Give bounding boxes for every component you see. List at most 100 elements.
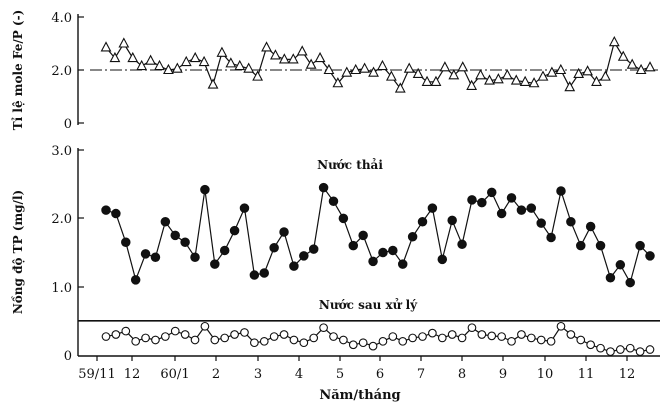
fe-p-point — [296, 45, 308, 56]
treated-water-point — [606, 347, 615, 356]
treated-water-point — [289, 335, 299, 345]
fe-p-point — [412, 67, 424, 79]
wastewater-point — [269, 242, 279, 253]
fe-p-point — [492, 73, 504, 84]
treated-water-point — [250, 338, 259, 348]
wastewater-point — [605, 273, 616, 283]
fe-p-point — [644, 61, 656, 72]
wastewater-point — [130, 275, 141, 285]
wastewater-point — [486, 187, 497, 198]
fe-p-point — [635, 63, 647, 75]
fe-p-point — [109, 51, 121, 63]
treated-water-point — [517, 330, 526, 339]
wastewater-point — [595, 240, 606, 251]
fe-p-point — [528, 77, 540, 88]
fe-p-point — [350, 63, 362, 75]
fe-p-point — [314, 51, 326, 63]
x-tick-label: 11 — [578, 367, 595, 382]
treated-water-point — [279, 330, 289, 339]
fe-p-point — [145, 54, 157, 65]
treated-water-point — [368, 341, 378, 351]
wastewater-point — [348, 240, 359, 251]
annotation-wastewater: Nước thải — [317, 157, 383, 172]
fe-p-point — [573, 67, 585, 79]
x-tick-label: 5 — [336, 367, 344, 382]
wastewater-point — [447, 215, 457, 226]
x-tick-label: 59/11 — [78, 367, 115, 382]
treated-water-point — [635, 347, 645, 356]
fe-p-point — [555, 63, 567, 75]
fe-p-point — [403, 62, 415, 73]
top-y-axis-label: Tỉ lệ mole Fe/P (-) — [11, 10, 25, 131]
fe-p-point — [368, 66, 379, 77]
fe-p-point — [501, 69, 513, 80]
bottom-y-tick-label-0: 0 — [64, 349, 72, 364]
wastewater-point — [427, 203, 438, 213]
wastewater-point — [585, 221, 596, 232]
x-tick-label: 4 — [295, 367, 303, 382]
wastewater-point — [299, 251, 309, 261]
treated-water-point — [477, 330, 487, 339]
treated-water-point — [447, 330, 457, 339]
treated-water-point — [388, 332, 398, 341]
fe-p-point — [599, 70, 611, 81]
x-tick-label: 3 — [254, 367, 262, 382]
wastewater-point — [417, 217, 428, 227]
fe-p-point — [457, 61, 469, 72]
wastewater-point — [140, 249, 151, 259]
fe-p-point — [466, 79, 478, 90]
treated-water-point — [418, 332, 427, 341]
treated-water-point — [299, 338, 309, 348]
x-tick-label: 12 — [124, 367, 141, 382]
treated-water-point — [101, 332, 111, 341]
wastewater-point — [101, 205, 111, 215]
fe-p-point — [234, 59, 246, 71]
fe-p-point — [394, 82, 406, 93]
wastewater-point — [576, 240, 586, 251]
fe-p-point — [430, 75, 442, 86]
wastewater-point — [566, 217, 576, 227]
wastewater-point — [121, 237, 131, 248]
treated-water-point — [111, 330, 121, 339]
treated-water-point — [576, 335, 586, 345]
wastewater-point — [111, 208, 121, 219]
fe-p-point — [180, 55, 192, 67]
fe-p-point — [243, 62, 255, 73]
treated-water-point — [121, 326, 131, 336]
treated-water-point — [428, 328, 437, 338]
top-y-tick-label-0: 0 — [64, 117, 72, 132]
fe-p-point — [118, 37, 130, 48]
wastewater-point — [407, 232, 418, 242]
wastewater-point — [477, 197, 487, 208]
x-tick-label: 10 — [537, 367, 554, 382]
wastewater-point — [536, 218, 546, 228]
wastewater-point — [318, 182, 329, 193]
fe-p-point — [519, 75, 531, 86]
fe-p-point — [171, 62, 183, 73]
fe-p-point — [341, 66, 353, 77]
treated-water-point — [358, 338, 368, 348]
treated-water-point — [240, 328, 249, 337]
fe-p-point — [305, 58, 317, 69]
fe-p-point — [332, 77, 344, 88]
treated-water-point — [210, 335, 220, 345]
fe-p-point — [484, 74, 495, 85]
wastewater-point — [200, 184, 210, 195]
treated-water-point — [160, 332, 170, 341]
treated-water-line — [105, 325, 651, 353]
wastewater-point — [437, 254, 448, 265]
fe-p-point — [323, 63, 335, 75]
wastewater-point — [457, 239, 467, 250]
wastewater-point — [358, 230, 368, 241]
tp-series — [101, 182, 655, 356]
treated-water-point — [309, 333, 319, 343]
wastewater-point — [289, 261, 299, 271]
treated-water-point — [329, 332, 338, 341]
fe-p-point — [626, 58, 638, 69]
x-tick-label: 8 — [458, 367, 466, 382]
wastewater-point — [180, 237, 190, 248]
fe-p-point — [591, 75, 602, 86]
treated-water-point — [497, 332, 506, 341]
treated-water-point — [586, 340, 596, 350]
wastewater-point — [249, 270, 260, 280]
